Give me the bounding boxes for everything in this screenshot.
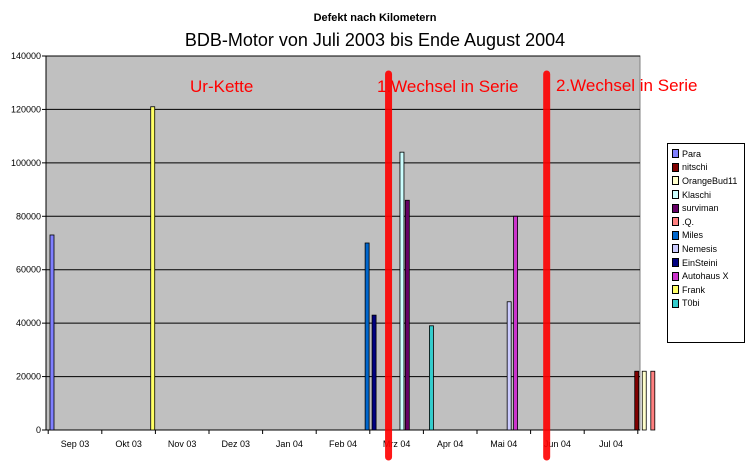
legend-item: Klaschi bbox=[672, 188, 744, 202]
legend-item: surviman bbox=[672, 201, 744, 215]
x-tick-label: Jul 04 bbox=[599, 439, 623, 449]
legend-item: Miles bbox=[672, 229, 744, 243]
bar-einsteini bbox=[371, 314, 377, 431]
legend-swatch bbox=[672, 217, 679, 227]
x-tick-label: Nov 03 bbox=[168, 439, 197, 449]
legend-item: Para bbox=[672, 147, 744, 161]
chart-subtitle: BDB-Motor von Juli 2003 bis Ende August … bbox=[184, 30, 566, 50]
y-tick-label: 0 bbox=[36, 425, 41, 435]
annotation-ur-kette: Ur-Kette bbox=[190, 77, 254, 96]
x-tick-label: Feb 04 bbox=[329, 439, 357, 449]
legend-swatch bbox=[672, 271, 679, 281]
legend-label: OrangeBud11 bbox=[682, 175, 738, 186]
x-tick-label: Mai 04 bbox=[490, 439, 517, 449]
legend-swatch bbox=[672, 203, 679, 213]
legend-swatch bbox=[672, 244, 679, 254]
x-tick-label: Mrz 04 bbox=[383, 439, 411, 449]
x-tick-label: Jan 04 bbox=[276, 439, 303, 449]
annotation-wechsel-1: 1.Wechsel in Serie bbox=[377, 77, 519, 96]
legend-label: Miles bbox=[682, 230, 704, 241]
bar-q bbox=[650, 370, 656, 431]
legend-label: Frank bbox=[682, 284, 706, 295]
legend-item: OrangeBud11 bbox=[672, 174, 744, 188]
legend-label: Para bbox=[682, 148, 702, 159]
bar-surviman bbox=[404, 199, 410, 431]
y-tick-label: 40000 bbox=[16, 318, 41, 328]
x-tick-label: Apr 04 bbox=[437, 439, 464, 449]
legend-swatch bbox=[672, 190, 679, 200]
bar-klaschi bbox=[399, 151, 405, 431]
plot-area bbox=[45, 55, 641, 431]
bar-nemesis bbox=[506, 301, 512, 431]
chart-title: Defekt nach Kilometern bbox=[313, 12, 437, 24]
legend-label: .Q. bbox=[682, 216, 695, 227]
legend-item: Frank bbox=[672, 283, 744, 297]
legend-label: nitschi bbox=[682, 162, 708, 173]
legend-label: T0bi bbox=[682, 298, 700, 309]
x-tick-label: Okt 03 bbox=[115, 439, 142, 449]
y-tick-label: 120000 bbox=[11, 104, 41, 114]
legend-item: Autohaus X bbox=[672, 269, 744, 283]
y-tick-label: 80000 bbox=[16, 211, 41, 221]
legend-item: Nemesis bbox=[672, 242, 744, 256]
y-tick-label: 60000 bbox=[16, 265, 41, 275]
legend-swatch bbox=[672, 162, 679, 172]
legend-item: .Q. bbox=[672, 215, 744, 229]
legend: Para nitschi OrangeBud11 Klaschi surviman .Q.… bbox=[667, 143, 745, 343]
legend-swatch bbox=[672, 176, 679, 186]
x-tick-label: Sep 03 bbox=[61, 439, 90, 449]
legend-swatch bbox=[672, 258, 679, 268]
bar-autohaus-x bbox=[513, 215, 518, 431]
bar-nitschi bbox=[634, 370, 640, 431]
bar-frank bbox=[150, 106, 156, 431]
bar-miles bbox=[364, 242, 370, 431]
bar-orangebud11 bbox=[641, 370, 647, 431]
legend-item: EinSteini bbox=[672, 256, 744, 270]
legend-label: surviman bbox=[682, 203, 719, 214]
legend-label: Klaschi bbox=[682, 189, 712, 200]
legend-swatch bbox=[672, 285, 679, 295]
x-tick-label: Dez 03 bbox=[222, 439, 251, 449]
annotation-wechsel-2: 2.Wechsel in Serie bbox=[556, 76, 698, 95]
bar-para bbox=[49, 234, 55, 431]
legend-swatch bbox=[672, 230, 679, 240]
y-tick-label: 100000 bbox=[11, 158, 41, 168]
legend-item: nitschi bbox=[672, 161, 744, 175]
bar-t0bi bbox=[429, 325, 434, 431]
legend-swatch bbox=[672, 298, 679, 308]
legend-label: Autohaus X bbox=[682, 271, 729, 282]
y-tick-label: 140000 bbox=[11, 51, 41, 61]
legend-swatch bbox=[672, 149, 679, 159]
x-tick-label: Jun 04 bbox=[544, 439, 571, 449]
legend-item: T0bi bbox=[672, 297, 744, 311]
legend-label: Nemesis bbox=[682, 243, 718, 254]
y-tick-label: 20000 bbox=[16, 372, 41, 382]
legend-label: EinSteini bbox=[682, 257, 718, 268]
